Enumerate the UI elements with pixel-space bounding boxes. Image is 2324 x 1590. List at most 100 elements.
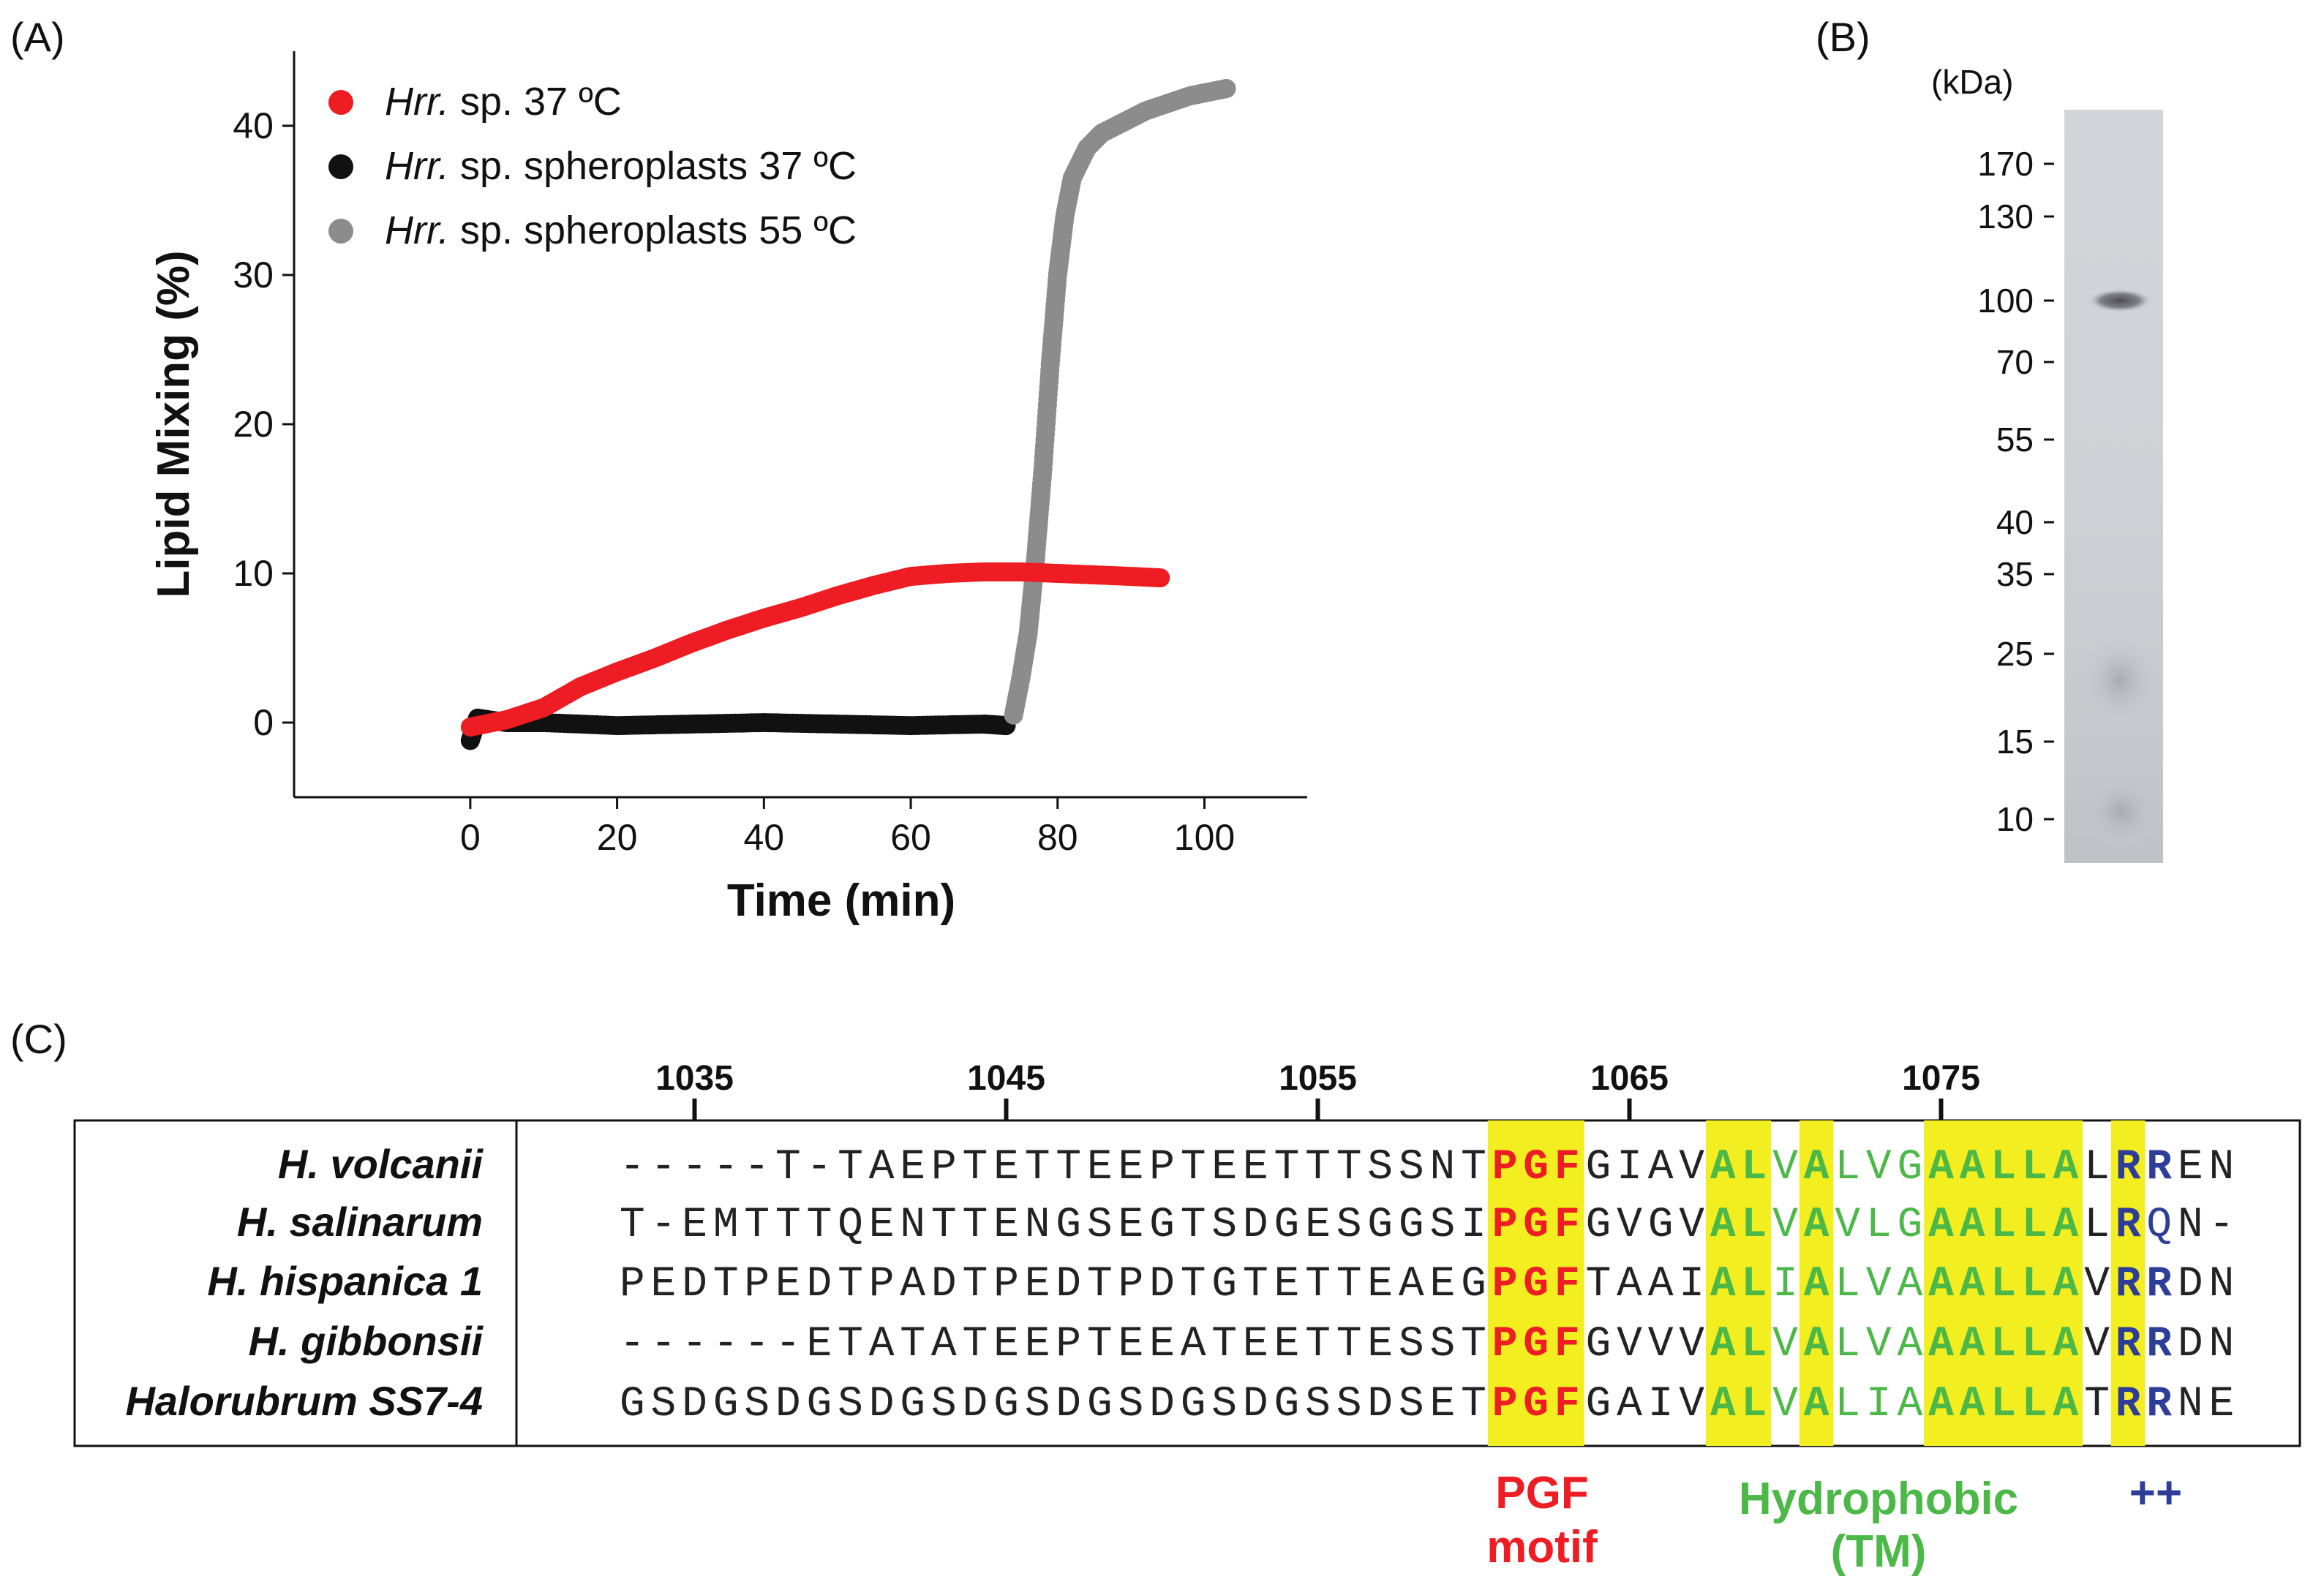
residue: V: [1679, 1321, 1704, 1368]
residue: I: [1772, 1261, 1798, 1308]
y-tick-label: 20: [233, 404, 274, 445]
residue: T: [1461, 1381, 1486, 1428]
residue: E: [1118, 1202, 1143, 1249]
residue: D: [2178, 1321, 2203, 1368]
residue: R: [2116, 1261, 2141, 1308]
residue: T: [1211, 1321, 1237, 1368]
residue: E: [650, 1261, 676, 1308]
residue: V: [1866, 1144, 1892, 1191]
residue: T: [1336, 1144, 1362, 1191]
residue: -: [744, 1144, 770, 1191]
residue: F: [1554, 1321, 1580, 1368]
legend-marker-black: [328, 154, 353, 179]
y-tick-label: 40: [233, 105, 274, 146]
mw-marker-label: 15: [1996, 723, 2034, 761]
residue: A: [1710, 1202, 1736, 1249]
residue: N: [1025, 1202, 1050, 1249]
mw-marker-label: 100: [1977, 282, 2034, 320]
residue: D: [1056, 1381, 1081, 1428]
residue: G: [1461, 1261, 1486, 1308]
species-label: H. volcanii: [278, 1141, 484, 1187]
residue: L: [2022, 1381, 2047, 1428]
residue: E: [1243, 1321, 1268, 1368]
pgf-label-line1: PGF: [1495, 1468, 1588, 1518]
residue: P: [620, 1261, 645, 1308]
residue: V: [1772, 1202, 1798, 1249]
species-label: H. hispanica 1: [207, 1258, 483, 1304]
residue: A: [1710, 1381, 1736, 1428]
residue: A: [2053, 1321, 2078, 1368]
residue: G: [1897, 1144, 1922, 1191]
residue: E: [1274, 1261, 1299, 1308]
residue: N: [2178, 1202, 2203, 1249]
residue: D: [775, 1381, 801, 1428]
residue: P: [1118, 1261, 1143, 1308]
residue: E: [2178, 1144, 2203, 1191]
residue: G: [1523, 1144, 1549, 1191]
legend-3-italic: Hrr.: [385, 208, 449, 252]
residue: E: [1149, 1321, 1175, 1368]
residue: T: [1336, 1321, 1362, 1368]
residue: G: [1056, 1202, 1081, 1249]
residue: G: [1523, 1202, 1549, 1249]
residue: V: [1617, 1321, 1642, 1368]
gel-lane: [2064, 110, 2163, 863]
legend-2-italic: Hrr.: [385, 144, 449, 188]
residue: L: [2022, 1144, 2047, 1191]
residue: A: [2053, 1261, 2078, 1308]
residue: T: [1461, 1321, 1486, 1368]
residue: F: [1554, 1144, 1580, 1191]
residue: L: [1835, 1381, 1860, 1428]
series-2: [1004, 79, 1236, 725]
x-tick-label: 20: [597, 817, 638, 858]
residue: A: [1710, 1144, 1736, 1191]
x-tick-label: 0: [460, 817, 481, 858]
residue: E: [1367, 1321, 1393, 1368]
residue: -: [650, 1202, 676, 1249]
residue: -: [650, 1321, 676, 1368]
residue: G: [1523, 1321, 1549, 1368]
residue: R: [2116, 1321, 2141, 1368]
panel-label-c: (C): [10, 1016, 67, 1062]
residue: T: [620, 1202, 645, 1249]
residue: S: [1399, 1381, 1424, 1428]
x-tick-label: 80: [1037, 817, 1078, 858]
residue: L: [2022, 1321, 2047, 1368]
legend-entry-2: Hrr. sp. spheroplasts 37 ºC: [385, 144, 857, 188]
gel-smear-bottom: [2085, 775, 2158, 848]
residue: G: [1087, 1381, 1113, 1428]
tm-label-line2: (TM): [1831, 1526, 1927, 1577]
residue: L: [1990, 1381, 2016, 1428]
residue: L: [2022, 1202, 2047, 1249]
residue: E: [1243, 1144, 1268, 1191]
residue: -: [682, 1321, 707, 1368]
residue: M: [713, 1202, 739, 1249]
tm-label-line1: Hydrophobic: [1739, 1474, 2018, 1524]
residue: I: [1866, 1381, 1892, 1428]
residue: A: [1617, 1261, 1642, 1308]
residue: R: [2146, 1321, 2172, 1368]
residue: S: [1211, 1381, 1237, 1428]
residue: V: [1617, 1202, 1642, 1249]
highlight-column: [1706, 1120, 1772, 1446]
residue: -: [806, 1144, 832, 1191]
residue: L: [1741, 1144, 1767, 1191]
gel-unit-label: (kDa): [1931, 63, 2013, 101]
residue: E: [806, 1321, 832, 1368]
position-label: 1075: [1902, 1059, 1980, 1098]
mw-marker-label: 40: [1996, 503, 2034, 541]
charge-label: ++: [2129, 1468, 2182, 1518]
residue: G: [1399, 1202, 1424, 1249]
residue: A: [1804, 1202, 1830, 1249]
residue: T: [900, 1321, 925, 1368]
residue: E: [993, 1144, 1019, 1191]
residue: I: [1617, 1144, 1642, 1191]
mw-marker-label: 55: [1996, 421, 2034, 459]
residue: -: [650, 1144, 676, 1191]
residue: T: [1274, 1144, 1299, 1191]
residue: D: [1243, 1202, 1268, 1249]
residue: E: [2208, 1381, 2234, 1428]
residue: P: [1492, 1202, 1518, 1249]
residue: R: [2146, 1144, 2172, 1191]
residue: A: [900, 1261, 925, 1308]
